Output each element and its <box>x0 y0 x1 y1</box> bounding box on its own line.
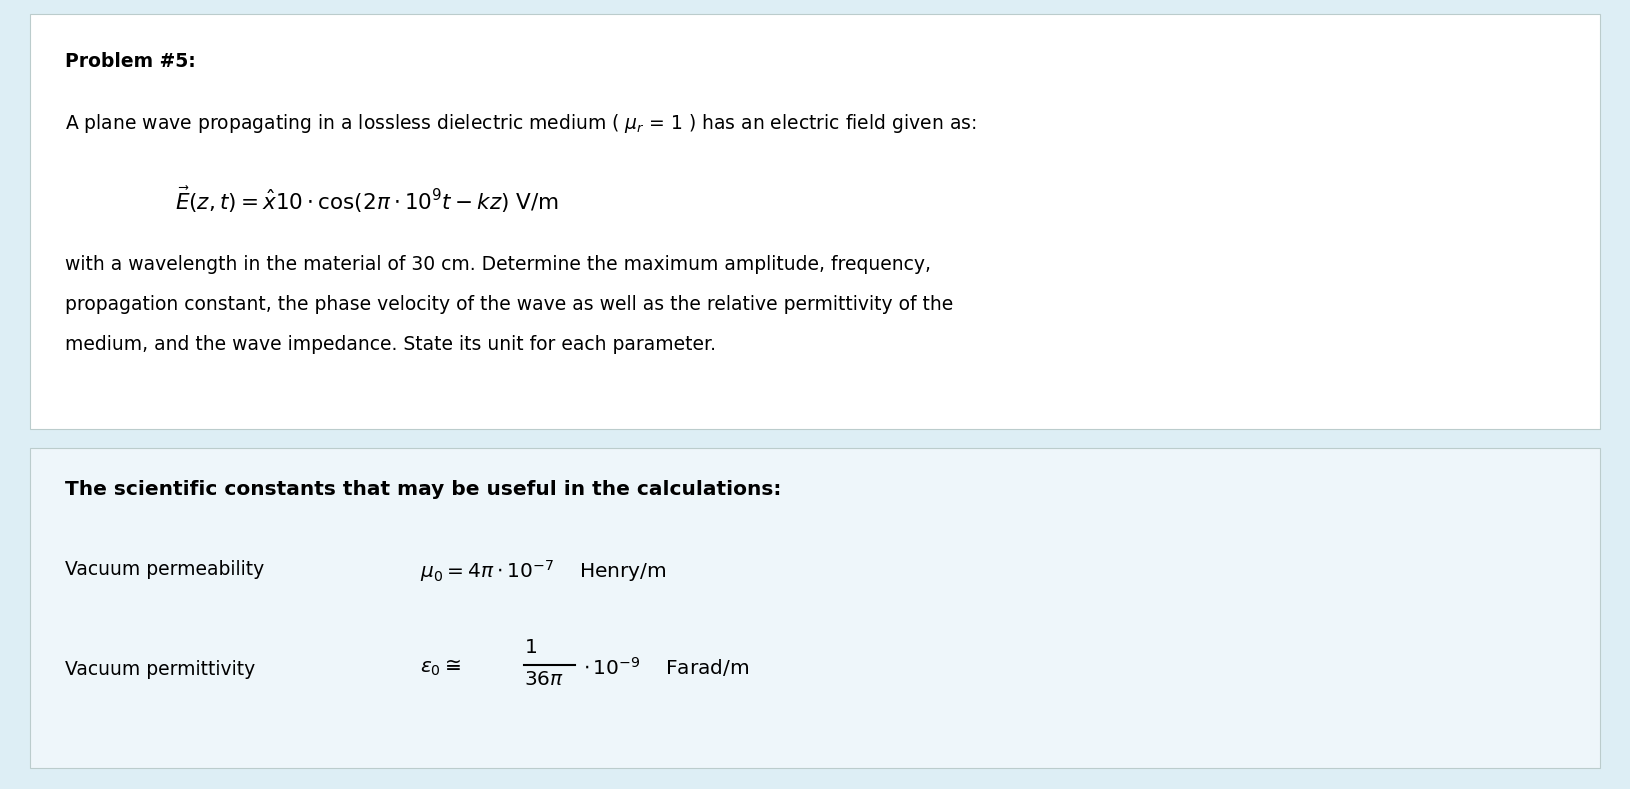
FancyBboxPatch shape <box>29 448 1601 768</box>
Text: $\vec{E}(z, t) = \hat{x}10 \cdot \mathrm{cos}(2\pi \cdot 10^9 t - kz)$ V/m: $\vec{E}(z, t) = \hat{x}10 \cdot \mathrm… <box>174 185 559 215</box>
Text: Problem #5:: Problem #5: <box>65 52 196 71</box>
Text: Vacuum permeability: Vacuum permeability <box>65 560 264 579</box>
Text: $\mu_0 = 4\pi \cdot 10^{-7}$    Henry/m: $\mu_0 = 4\pi \cdot 10^{-7}$ Henry/m <box>421 558 667 584</box>
FancyBboxPatch shape <box>29 14 1601 429</box>
Text: A plane wave propagating in a lossless dielectric medium ( $\mu_r$ = 1 ) has an : A plane wave propagating in a lossless d… <box>65 112 976 135</box>
Text: Vacuum permittivity: Vacuum permittivity <box>65 660 256 679</box>
Text: $1$: $1$ <box>523 638 536 657</box>
Text: medium, and the wave impedance. State its unit for each parameter.: medium, and the wave impedance. State it… <box>65 335 716 354</box>
Text: propagation constant, the phase velocity of the wave as well as the relative per: propagation constant, the phase velocity… <box>65 295 954 314</box>
Text: $\cdot\, 10^{-9}$    Farad/m: $\cdot\, 10^{-9}$ Farad/m <box>584 655 750 679</box>
Text: $36\pi$: $36\pi$ <box>523 670 564 689</box>
Text: $\epsilon_0 \cong$: $\epsilon_0 \cong$ <box>421 658 461 679</box>
Text: The scientific constants that may be useful in the calculations:: The scientific constants that may be use… <box>65 480 781 499</box>
Text: with a wavelength in the material of 30 cm. Determine the maximum amplitude, fre: with a wavelength in the material of 30 … <box>65 255 931 274</box>
